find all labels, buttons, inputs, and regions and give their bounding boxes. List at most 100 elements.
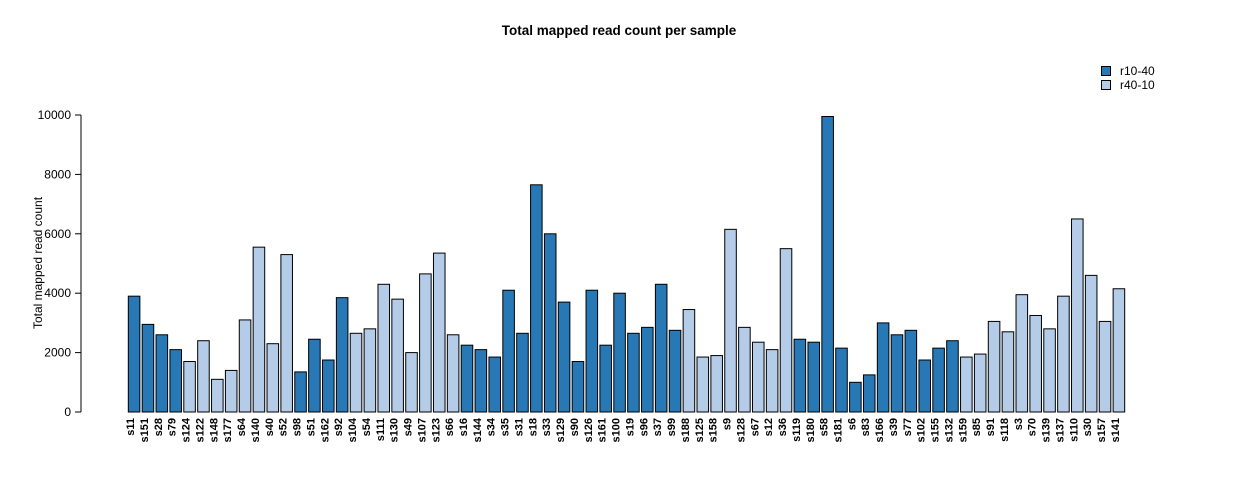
bar-s104 bbox=[349, 332, 363, 413]
bar-s144 bbox=[474, 349, 488, 413]
x-tick-label-s3: s3 bbox=[1013, 418, 1025, 430]
x-tick-label-s180: s180 bbox=[805, 418, 817, 442]
x-tick-label-s18: s18 bbox=[527, 418, 539, 436]
x-tick-label-s30: s30 bbox=[1082, 418, 1094, 436]
x-tick-label-s49: s49 bbox=[403, 418, 415, 436]
bar-s126 bbox=[585, 289, 599, 413]
x-tick-label-s119: s119 bbox=[791, 418, 803, 442]
bar-s130 bbox=[391, 298, 404, 413]
x-tick-label-s28: s28 bbox=[153, 418, 165, 436]
bar-s28 bbox=[155, 334, 169, 413]
x-tick-label-s66: s66 bbox=[444, 418, 456, 436]
x-tick-label-s79: s79 bbox=[167, 418, 179, 436]
bar-s19 bbox=[627, 332, 640, 413]
x-tick-label-s144: s144 bbox=[472, 417, 484, 442]
y-tick-label: 6000 bbox=[44, 227, 71, 241]
bar-s119 bbox=[793, 338, 807, 413]
x-tick-label-s92: s92 bbox=[333, 418, 345, 436]
x-tick-label-s52: s52 bbox=[278, 418, 290, 436]
bar-s125 bbox=[696, 356, 710, 413]
x-tick-label-s118: s118 bbox=[999, 418, 1011, 442]
x-tick-label-s141: s141 bbox=[1110, 418, 1122, 442]
bar-s64 bbox=[238, 319, 252, 413]
x-tick-label-s139: s139 bbox=[1041, 418, 1053, 442]
bar-s11 bbox=[127, 295, 141, 413]
x-tick-label-s19: s19 bbox=[624, 418, 636, 436]
bar-s39 bbox=[890, 334, 904, 413]
bar-s51 bbox=[308, 338, 321, 413]
bar-s99 bbox=[668, 329, 682, 413]
x-tick-label-s6: s6 bbox=[846, 418, 858, 430]
x-tick-label-s122: s122 bbox=[194, 418, 206, 442]
x-tick-label-s107: s107 bbox=[416, 418, 428, 442]
x-tick-label-s96: s96 bbox=[638, 418, 650, 436]
bar-s155 bbox=[932, 347, 945, 413]
bar-s37 bbox=[654, 283, 668, 413]
x-tick-label-s98: s98 bbox=[292, 418, 304, 436]
bar-s110 bbox=[1071, 218, 1084, 413]
bar-s30 bbox=[1084, 274, 1098, 413]
x-tick-label-s102: s102 bbox=[916, 418, 928, 442]
bar-s118 bbox=[1001, 331, 1015, 413]
x-tick-label-s162: s162 bbox=[319, 418, 331, 442]
bar-s67 bbox=[751, 341, 765, 413]
x-tick-label-s34: s34 bbox=[486, 417, 498, 436]
bar-s151 bbox=[141, 323, 155, 413]
x-tick-label-s77: s77 bbox=[902, 418, 914, 436]
x-tick-label-s35: s35 bbox=[500, 418, 512, 436]
bar-s12 bbox=[765, 349, 779, 413]
x-tick-label-s151: s151 bbox=[139, 418, 151, 442]
x-tick-label-s37: s37 bbox=[652, 418, 664, 436]
x-tick-label-s124: s124 bbox=[181, 417, 193, 442]
y-tick-label: 0 bbox=[64, 405, 71, 419]
legend-entry-r10-40: r10-40 bbox=[1101, 64, 1155, 78]
bar-s139 bbox=[1043, 328, 1056, 413]
bar-s102 bbox=[918, 359, 932, 413]
bar-s159 bbox=[960, 356, 973, 413]
bar-s70 bbox=[1029, 314, 1042, 413]
bar-s124 bbox=[183, 361, 196, 413]
x-tick-label-s125: s125 bbox=[694, 418, 706, 442]
bar-s33 bbox=[543, 233, 557, 413]
bar-s161 bbox=[599, 344, 612, 413]
legend-label-r40-10: r40-10 bbox=[1120, 78, 1155, 92]
x-tick-label-s123: s123 bbox=[430, 418, 442, 442]
y-tick-label: 8000 bbox=[44, 167, 71, 181]
legend-swatch-r40-10 bbox=[1101, 80, 1111, 90]
bar-s34 bbox=[488, 356, 502, 413]
bar-s49 bbox=[405, 352, 418, 413]
legend-label-r10-40: r10-40 bbox=[1120, 64, 1155, 78]
x-tick-label-s40: s40 bbox=[264, 418, 276, 436]
bar-s92 bbox=[335, 297, 349, 413]
x-tick-label-s159: s159 bbox=[957, 418, 969, 442]
x-tick-label-s110: s110 bbox=[1068, 418, 1080, 442]
x-tick-label-s12: s12 bbox=[763, 418, 775, 436]
x-tick-label-s137: s137 bbox=[1054, 418, 1066, 442]
bar-s137 bbox=[1057, 295, 1070, 413]
x-tick-label-s9: s9 bbox=[722, 418, 734, 430]
legend-entry-r40-10: r40-10 bbox=[1101, 78, 1155, 92]
bar-s180 bbox=[807, 341, 821, 413]
bar-s141 bbox=[1112, 288, 1126, 413]
bar-s100 bbox=[613, 292, 626, 413]
bar-s40 bbox=[266, 343, 280, 413]
x-tick-label-s111: s111 bbox=[375, 418, 387, 441]
bar-s58 bbox=[821, 115, 834, 413]
bar-s148 bbox=[211, 378, 224, 413]
x-tick-label-s128: s128 bbox=[735, 418, 747, 442]
bar-s83 bbox=[862, 374, 876, 413]
x-tick-label-s104: s104 bbox=[347, 417, 359, 442]
x-tick-label-s51: s51 bbox=[305, 418, 317, 436]
x-tick-label-s132: s132 bbox=[943, 418, 955, 442]
bar-s91 bbox=[987, 320, 1001, 413]
x-tick-label-s99: s99 bbox=[666, 418, 678, 436]
bar-s181 bbox=[835, 347, 848, 413]
legend: r10-40 r40-10 bbox=[1101, 64, 1155, 92]
bar-s162 bbox=[322, 359, 335, 413]
x-tick-label-s67: s67 bbox=[749, 418, 761, 436]
x-tick-label-s126: s126 bbox=[583, 418, 595, 442]
x-tick-label-s36: s36 bbox=[777, 418, 789, 436]
x-tick-label-s85: s85 bbox=[971, 418, 983, 436]
bar-s36 bbox=[779, 248, 793, 413]
